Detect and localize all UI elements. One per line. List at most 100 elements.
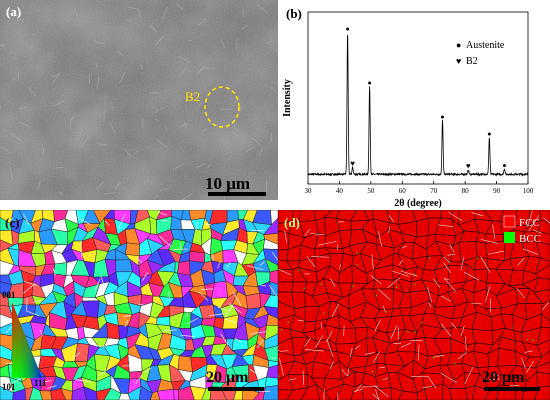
- ipf-grain: [177, 385, 195, 400]
- phase-grain: [301, 384, 321, 400]
- ipf-grain: [269, 281, 278, 297]
- phase-grain: [350, 383, 365, 400]
- ipf-grain: [157, 388, 175, 400]
- phase-grain: [537, 219, 550, 235]
- phase-grain: [536, 371, 550, 388]
- peak-marker-0: ●: [345, 25, 349, 33]
- panel-b-xrd-chart: (b) ● ♥ ● ● ♥ ● ● 30 40 50 60 70 80 90 100 Intensity …: [278, 0, 550, 210]
- peak-marker-5: ●: [487, 130, 491, 138]
- phase-grain: [398, 390, 419, 400]
- phase-grain: [465, 385, 476, 400]
- ipf-grain: [24, 387, 34, 400]
- legend-swatch-fcc: [503, 215, 516, 228]
- phase-grain: [441, 383, 453, 400]
- ipf-grain: [12, 388, 26, 400]
- peak-marker-3: ●: [440, 113, 444, 121]
- phase-grain: [541, 300, 550, 322]
- ipf-grain: [263, 233, 278, 245]
- phase-grain: [536, 339, 550, 358]
- ipf-grain: [264, 324, 278, 341]
- phase-grain: [539, 210, 550, 224]
- ipf-grain: [95, 387, 112, 400]
- peak-marker-4: ♥: [466, 162, 471, 171]
- ipf-grain: [83, 386, 98, 400]
- x-tick-label-60: 60: [399, 187, 407, 195]
- panel-c-scale-bar: [208, 387, 264, 391]
- phase-grain: [534, 257, 550, 275]
- panel-c-label: (c): [5, 215, 19, 230]
- y-axis-label: Intensity: [282, 79, 293, 117]
- phase-grain: [278, 389, 294, 400]
- panel-a-label: (a): [6, 4, 21, 19]
- ipf-grain: [263, 217, 278, 236]
- ipf-grain: [264, 333, 278, 350]
- legend-swatch-bcc: [504, 232, 515, 243]
- ipf-grain: [263, 305, 278, 319]
- legend-marker-b2: ♥: [456, 56, 461, 66]
- ipf-grain: [173, 388, 179, 400]
- ipf-grain: [270, 210, 278, 226]
- phase-grain: [534, 264, 550, 280]
- phase-grain: [416, 388, 428, 400]
- legend-label-b2: B2: [466, 56, 478, 67]
- phase-grain: [533, 277, 550, 293]
- phase-grain: [534, 385, 550, 400]
- ipf-grain: [127, 386, 142, 400]
- ipf-grain: [189, 385, 207, 400]
- x-tick-label-80: 80: [462, 187, 470, 195]
- phase-grain: [424, 383, 444, 400]
- phase-grain: [540, 313, 550, 329]
- legend-label-austenite: Austenite: [466, 40, 505, 51]
- phase-grain: [390, 386, 404, 400]
- x-tick-label-40: 40: [336, 187, 344, 195]
- phase-grain: [534, 350, 550, 369]
- chart-legend: ● Austenite ♥ B2: [456, 40, 505, 67]
- ipf-grain: [209, 210, 228, 225]
- ipf-grain: [264, 258, 278, 273]
- ipf-grain: [269, 269, 278, 285]
- sem-image-svg: (a) B2 10 μm: [0, 0, 278, 200]
- panel-b-label: (b): [286, 6, 302, 21]
- phase-grain: [361, 383, 380, 400]
- ipf-grain: [74, 342, 90, 362]
- panel-c-scale-label: 20 μm: [206, 369, 249, 386]
- ipf-grain: [71, 386, 87, 400]
- ipf-grain: [115, 259, 133, 273]
- ipf-grain: [262, 248, 278, 266]
- ipf-map-svg: (c) 001 101 111 20 μm: [0, 210, 278, 400]
- phase-grain: [316, 383, 332, 400]
- ipf-grain: [139, 386, 153, 400]
- ipf-grain: [263, 294, 278, 309]
- ipf-grain: [262, 385, 278, 400]
- xrd-trace: [307, 34, 529, 177]
- x-tick-label-90: 90: [493, 187, 501, 195]
- x-tick-label-100: 100: [523, 187, 534, 195]
- peak-marker-6: ●: [502, 161, 506, 169]
- ipf-grain: [60, 388, 73, 400]
- panel-a-scale-bar: [208, 192, 266, 196]
- ipf-grain: [29, 387, 43, 400]
- phase-grain: [535, 231, 550, 246]
- ipf-grain: [0, 386, 14, 400]
- ipf-grain: [263, 238, 278, 250]
- panel-a-sem-image: (a) B2 10 μm: [0, 0, 278, 200]
- phase-grain: [323, 383, 345, 400]
- ipf-grain: [264, 345, 278, 363]
- ipf-color-key: 001 101 111: [2, 290, 47, 392]
- ipf-grain: [231, 338, 249, 351]
- x-tick-label-30: 30: [305, 187, 313, 195]
- b2-region-marker: [204, 86, 240, 128]
- x-tick-label-50: 50: [367, 187, 375, 195]
- phase-grain: [335, 383, 356, 400]
- panel-d-label: (d): [284, 215, 300, 230]
- legend-marker-austenite: ●: [456, 40, 461, 50]
- legend-label-fcc: FCC: [519, 217, 540, 229]
- phase-grain: [536, 327, 550, 346]
- phase-map-svg: (d) FCC BCC 20 μm: [278, 210, 550, 400]
- phase-grain: [484, 384, 500, 400]
- peak-marker-1: ♥: [350, 159, 355, 168]
- ipf-grain: [118, 393, 131, 400]
- ipf-grain: [265, 376, 278, 388]
- panel-a-scale-label: 10 μm: [205, 174, 250, 193]
- phase-grain: [286, 387, 308, 400]
